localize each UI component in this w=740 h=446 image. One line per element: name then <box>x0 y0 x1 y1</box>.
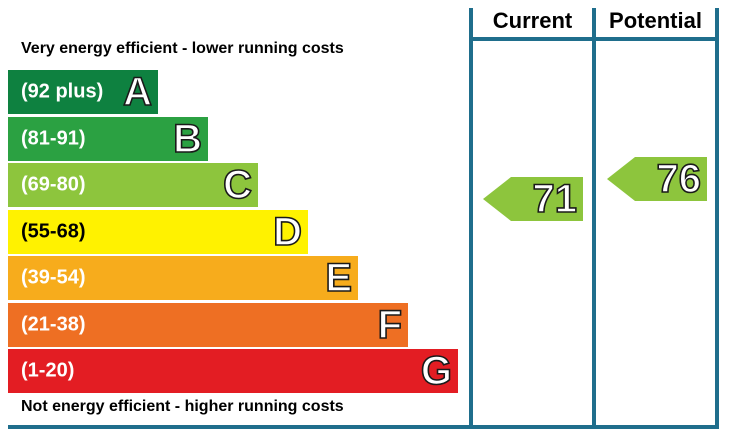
current-rating-shape <box>483 177 583 221</box>
bottom-label: Not energy efficient - higher running co… <box>21 398 344 415</box>
band-range: (21-38) <box>21 313 86 335</box>
current-column-left-border <box>469 8 473 428</box>
band-letter: B <box>172 116 202 161</box>
header-divider <box>469 37 719 41</box>
bottom-border <box>8 425 719 429</box>
band-a: (92 plus) A <box>8 70 158 114</box>
band-range: (39-54) <box>21 266 86 289</box>
potential-rating-arrow: 76 <box>607 157 707 201</box>
band-letter: E <box>325 256 353 300</box>
band-range: (92 plus) <box>21 80 104 103</box>
band-d: (55-68) D <box>8 209 308 254</box>
band-f: (21-38) F <box>8 302 408 347</box>
band-range: (69-80) <box>21 173 86 196</box>
band-g: (1-20) G <box>8 349 458 393</box>
band-range: (81-91) <box>21 127 86 149</box>
top-label: Very energy efficient - lower running co… <box>21 40 344 57</box>
potential-column-right-border <box>715 8 719 428</box>
potential-header: Potential <box>609 8 702 33</box>
current-rating-value: 71 <box>532 177 578 221</box>
band-letter: C <box>222 163 252 207</box>
band-range: (1-20) <box>21 359 75 382</box>
band-letter: D <box>272 209 302 254</box>
current-rating-arrow: 71 <box>483 177 583 221</box>
band-range: (55-68) <box>21 220 86 242</box>
potential-rating-value: 76 <box>656 157 702 201</box>
current-column-right-border <box>592 8 596 428</box>
band-letter: G <box>420 349 453 393</box>
potential-rating-shape <box>607 157 707 201</box>
band-letter: F <box>377 302 403 347</box>
current-header: Current <box>492 8 573 33</box>
band-c: (69-80) C <box>8 163 258 207</box>
band-letter: A <box>122 70 152 114</box>
band-e: (39-54) E <box>8 256 358 300</box>
band-b: (81-91) B <box>8 116 208 161</box>
